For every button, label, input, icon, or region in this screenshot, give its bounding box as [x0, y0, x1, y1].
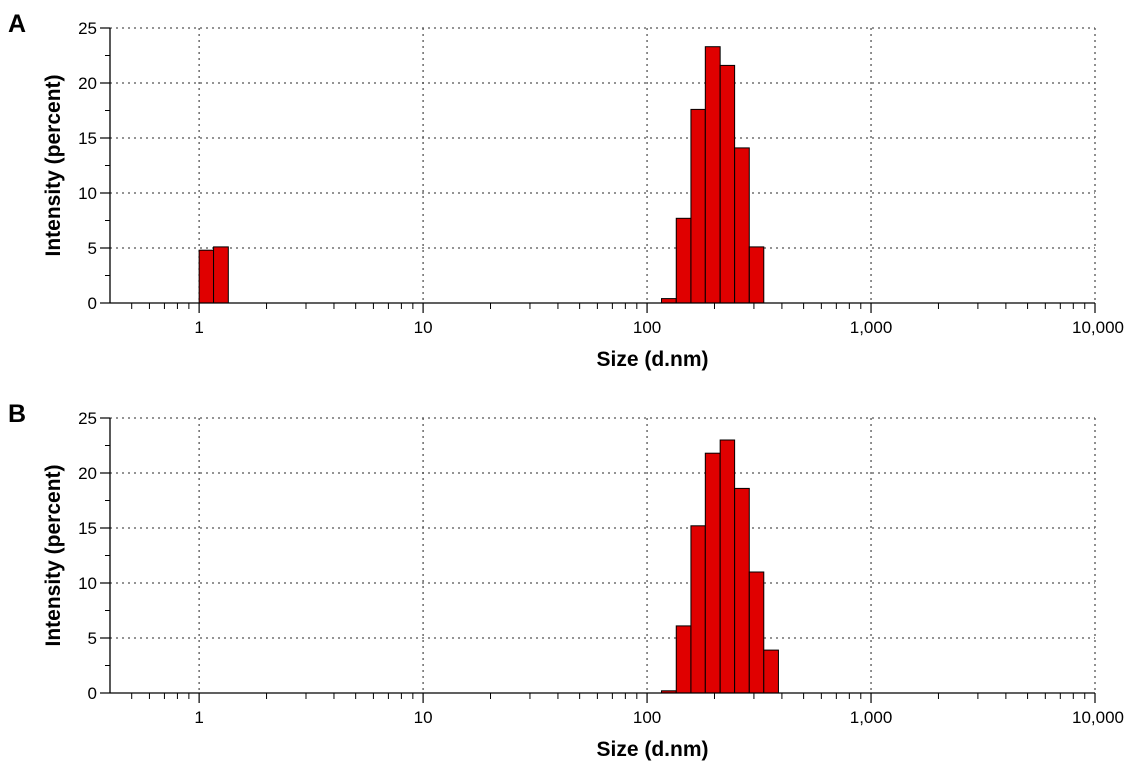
panel-label: B	[8, 400, 26, 428]
histogram-bar	[690, 108, 706, 304]
histogram-bar	[704, 46, 721, 304]
x-tick-label: 100	[633, 318, 661, 337]
histogram-bar	[660, 298, 677, 304]
y-tick-label: 20	[78, 464, 97, 483]
y-tick-label: 25	[78, 19, 97, 38]
panel-a: 0 5 10 15 20 25 1 10 100 1,000 10,000 Size (d.nm) In…	[8, 10, 1124, 371]
histogram-bar	[198, 249, 215, 304]
x-axis-title: Size (d.nm)	[596, 738, 708, 761]
histogram-bar	[675, 217, 692, 304]
histogram-bar	[690, 525, 706, 694]
histogram-bar	[763, 649, 779, 694]
y-axis-title: Intensity (percent)	[42, 464, 65, 646]
x-tick-label: 1	[194, 708, 203, 727]
x-tick-label: 10,000	[1072, 318, 1124, 337]
panel-b: 0 5 10 15 20 25 1 10 100 1,000 10,000 Size (d.nm) In…	[8, 400, 1124, 761]
panel-label: A	[8, 10, 26, 38]
x-tick-label: 10	[414, 708, 433, 727]
x-tick-label: 1	[194, 318, 203, 337]
histogram-bar	[719, 64, 736, 304]
y-axis-title: Intensity (percent)	[42, 74, 65, 256]
histogram-bar	[748, 246, 765, 304]
x-axis-title: Size (d.nm)	[596, 348, 708, 371]
histogram-bar	[748, 571, 765, 694]
histogram-bar	[734, 487, 750, 694]
y-tick-label: 0	[88, 684, 97, 703]
y-tick-label: 10	[78, 574, 97, 593]
x-tick-label: 1,000	[850, 318, 893, 337]
histogram-bar	[734, 147, 750, 304]
y-tick-label: 5	[88, 629, 97, 648]
histogram-bar	[675, 625, 692, 694]
y-tick-label: 20	[78, 74, 97, 93]
x-tick-label: 1,000	[850, 708, 893, 727]
y-tick-label: 10	[78, 184, 97, 203]
y-tick-label: 0	[88, 294, 97, 313]
y-tick-label: 15	[78, 129, 97, 148]
y-tick-label: 5	[88, 239, 97, 258]
x-tick-label: 10,000	[1072, 708, 1124, 727]
histogram-bar	[704, 452, 721, 694]
histogram-bar	[213, 246, 229, 304]
y-tick-label: 25	[78, 409, 97, 428]
histogram-bar	[719, 439, 736, 694]
x-tick-label: 100	[633, 708, 661, 727]
x-tick-label: 10	[414, 318, 433, 337]
y-tick-label: 15	[78, 519, 97, 538]
